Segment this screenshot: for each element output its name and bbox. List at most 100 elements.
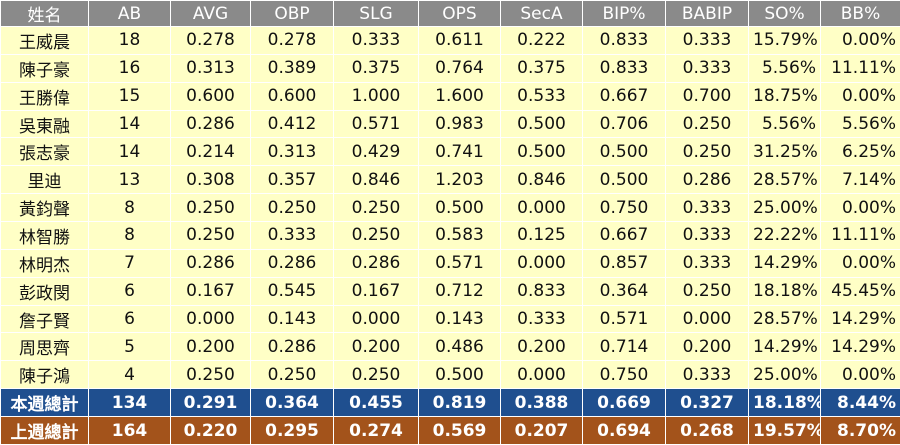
name-cell: 陳子豪 (0, 53, 89, 83)
header-cell: AVG (170, 0, 251, 27)
stat-cell: 0.571 (418, 248, 501, 278)
stat-cell: 0.200 (333, 332, 419, 362)
stat-cell: 0.250 (170, 221, 251, 250)
header-cell: SLG (333, 0, 419, 27)
stat-cell: 0.545 (250, 276, 334, 306)
stat-cell: 0.00% (820, 193, 900, 223)
stat-cell: 0.286 (333, 248, 419, 278)
stat-cell: 0.583 (418, 221, 501, 250)
stat-cell: 0.286 (170, 109, 251, 139)
stat-cell: 0.429 (333, 137, 419, 167)
stat-cell: 0.571 (333, 109, 419, 139)
player-row: 彭政閔 6 0.167 0.545 0.167 0.712 0.833 0.364 0.250 1… (0, 276, 900, 306)
stat-cell: 25.00% (748, 193, 821, 223)
stat-cell: 0.500 (582, 137, 666, 167)
name-cell: 張志豪 (0, 137, 89, 167)
name-cell: 詹子賢 (0, 304, 89, 334)
stat-cell: 0.667 (582, 81, 666, 111)
stat-cell: 14.29% (820, 332, 900, 362)
header-cell: OPS (418, 0, 501, 27)
header-cell: SO% (748, 0, 821, 27)
stat-cell: 0.500 (418, 360, 501, 390)
stat-cell: 0.846 (500, 165, 583, 195)
stat-cell: 0.833 (500, 276, 583, 306)
stat-cell: 0.200 (665, 332, 749, 362)
stat-cell: 0.846 (333, 165, 419, 195)
stat-cell: 0.286 (250, 248, 334, 278)
stat-cell: 1.203 (418, 165, 501, 195)
stat-cell: 0.000 (665, 304, 749, 334)
stat-cell: 18.75% (748, 81, 821, 111)
stat-cell: 0.000 (500, 193, 583, 223)
header-row: 姓名 AB AVG OBP SLG OPS SecA BIP% BABIP SO% BB% (0, 0, 900, 27)
stat-cell: 6.25% (820, 137, 900, 167)
header-cell: BIP% (582, 0, 666, 27)
stat-cell: 0.00% (820, 26, 900, 55)
stat-cell: 0.278 (250, 26, 334, 55)
stat-cell: 8.44% (820, 388, 900, 418)
stat-cell: 0.333 (250, 221, 334, 250)
stat-cell: 0.250 (250, 360, 334, 390)
stat-cell: 0.333 (665, 193, 749, 223)
stat-cell: 8.70% (820, 416, 900, 445)
stat-cell: 0.389 (250, 53, 334, 83)
header-cell: SecA (500, 0, 583, 27)
total-row: 上週總計 164 0.220 0.295 0.274 0.569 0.207 0.694 0.2… (0, 416, 900, 445)
stat-cell: 0.750 (582, 193, 666, 223)
stat-cell: 0.00% (820, 360, 900, 390)
stat-cell: 11.11% (820, 221, 900, 250)
stat-cell: 0.741 (418, 137, 501, 167)
stat-cell: 28.57% (748, 304, 821, 334)
stat-cell: 14 (88, 137, 171, 167)
name-cell: 陳子鴻 (0, 360, 89, 390)
stat-cell: 8 (88, 193, 171, 223)
player-row: 詹子賢 6 0.000 0.143 0.000 0.143 0.333 0.571 0.000 2… (0, 304, 900, 334)
stat-cell: 0.000 (500, 248, 583, 278)
stat-cell: 5.56% (748, 53, 821, 83)
stat-cell: 0.500 (582, 165, 666, 195)
stat-cell: 14 (88, 109, 171, 139)
stat-cell: 0.833 (582, 53, 666, 83)
stat-cell: 0.143 (418, 304, 501, 334)
stat-cell: 0.220 (170, 416, 251, 445)
stat-cell: 0.357 (250, 165, 334, 195)
stat-cell: 0.375 (500, 53, 583, 83)
player-row: 陳子鴻 4 0.250 0.250 0.250 0.500 0.000 0.750 0.333 2… (0, 360, 900, 390)
stat-cell: 0.706 (582, 109, 666, 139)
player-row: 里迪 13 0.308 0.357 0.846 1.203 0.846 0.500 0.286 2… (0, 165, 900, 195)
stat-cell: 0.143 (250, 304, 334, 334)
stat-cell: 0.125 (500, 221, 583, 250)
stat-cell: 0.571 (582, 304, 666, 334)
stat-cell: 0.250 (333, 360, 419, 390)
stat-cell: 0.412 (250, 109, 334, 139)
stat-cell: 0.250 (665, 109, 749, 139)
stat-cell: 0.000 (170, 304, 251, 334)
stat-cell: 0.714 (582, 332, 666, 362)
stat-cell: 6 (88, 304, 171, 334)
stat-cell: 0.250 (250, 193, 334, 223)
stat-cell: 0.286 (170, 248, 251, 278)
stat-cell: 0.200 (500, 332, 583, 362)
name-cell: 林明杰 (0, 248, 89, 278)
name-cell: 彭政閔 (0, 276, 89, 306)
stat-cell: 7.14% (820, 165, 900, 195)
stat-cell: 0.569 (418, 416, 501, 445)
stat-cell: 25.00% (748, 360, 821, 390)
stat-cell: 14.29% (748, 248, 821, 278)
player-row: 王威晨 18 0.278 0.278 0.333 0.611 0.222 0.833 0.333… (0, 26, 900, 55)
stat-cell: 0.600 (170, 81, 251, 111)
name-cell: 王威晨 (0, 26, 89, 55)
name-cell: 里迪 (0, 165, 89, 195)
stat-cell: 0.313 (170, 53, 251, 83)
stat-cell: 0.750 (582, 360, 666, 390)
stat-cell: 5 (88, 332, 171, 362)
header-cell: 姓名 (0, 0, 89, 27)
stat-cell: 5.56% (820, 109, 900, 139)
stat-cell: 0.268 (665, 416, 749, 445)
stat-cell: 15 (88, 81, 171, 111)
stat-cell: 0.375 (333, 53, 419, 83)
stat-cell: 0.250 (170, 193, 251, 223)
stat-cell: 0.669 (582, 388, 666, 418)
